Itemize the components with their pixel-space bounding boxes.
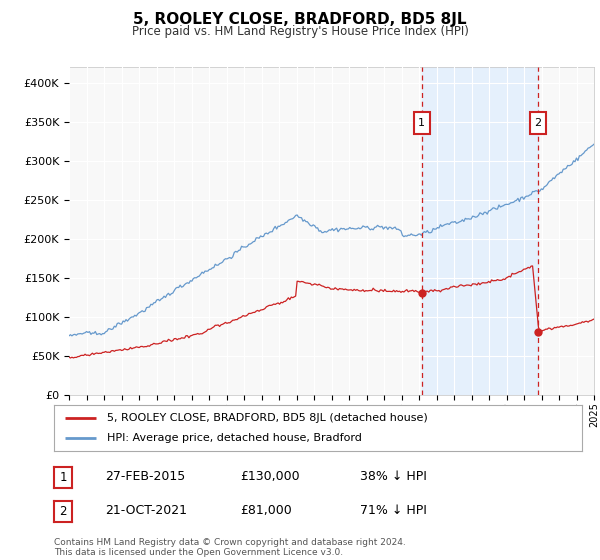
Bar bbox=[422, 67, 538, 395]
Text: 27-FEB-2015: 27-FEB-2015 bbox=[105, 470, 185, 483]
Text: 2: 2 bbox=[535, 118, 542, 128]
FancyBboxPatch shape bbox=[414, 113, 430, 134]
Text: Contains HM Land Registry data © Crown copyright and database right 2024.
This d: Contains HM Land Registry data © Crown c… bbox=[54, 538, 406, 557]
Text: £130,000: £130,000 bbox=[240, 470, 299, 483]
FancyBboxPatch shape bbox=[530, 113, 546, 134]
Text: 5, ROOLEY CLOSE, BRADFORD, BD5 8JL (detached house): 5, ROOLEY CLOSE, BRADFORD, BD5 8JL (deta… bbox=[107, 413, 428, 423]
Text: £81,000: £81,000 bbox=[240, 503, 292, 517]
Text: 21-OCT-2021: 21-OCT-2021 bbox=[105, 503, 187, 517]
Text: 5, ROOLEY CLOSE, BRADFORD, BD5 8JL: 5, ROOLEY CLOSE, BRADFORD, BD5 8JL bbox=[133, 12, 467, 27]
Text: 71% ↓ HPI: 71% ↓ HPI bbox=[360, 503, 427, 517]
Text: Price paid vs. HM Land Registry's House Price Index (HPI): Price paid vs. HM Land Registry's House … bbox=[131, 25, 469, 38]
Text: HPI: Average price, detached house, Bradford: HPI: Average price, detached house, Brad… bbox=[107, 433, 362, 444]
Text: 1: 1 bbox=[418, 118, 425, 128]
Text: 38% ↓ HPI: 38% ↓ HPI bbox=[360, 470, 427, 483]
Text: 2: 2 bbox=[59, 505, 67, 518]
Text: 1: 1 bbox=[59, 471, 67, 484]
